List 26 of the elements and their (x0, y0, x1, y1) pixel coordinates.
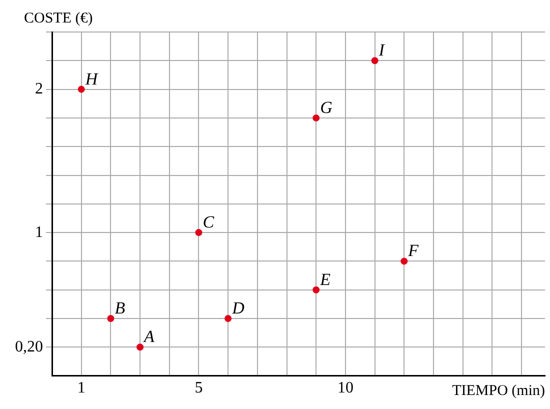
point (224, 315, 232, 322)
point (107, 315, 114, 322)
y-tick-label: 1 (35, 224, 43, 241)
annotation: C (202, 212, 215, 232)
point (136, 344, 144, 351)
y-axis-title: COSTE (€) (24, 10, 93, 26)
point (78, 86, 85, 93)
annotation: B (114, 298, 126, 318)
point (371, 57, 378, 64)
x-tick-label: 5 (194, 380, 203, 397)
annotation: H (84, 69, 100, 88)
x-tick-label: 10 (337, 380, 354, 397)
annotation: E (319, 270, 332, 289)
annotation: D (231, 298, 246, 318)
annotation: I (378, 40, 386, 60)
y-tick-label: 0,20 (15, 338, 43, 356)
point (400, 258, 408, 265)
y-tick-label: 2 (35, 80, 43, 98)
x-axis-title: TIEMPO (min) (452, 383, 545, 400)
annotation: G (320, 98, 332, 117)
point (312, 286, 320, 294)
point (195, 229, 202, 236)
annotation: F (407, 241, 420, 260)
point (312, 114, 320, 122)
x-tick-label: 1 (77, 380, 86, 397)
annotation: A (143, 327, 156, 346)
